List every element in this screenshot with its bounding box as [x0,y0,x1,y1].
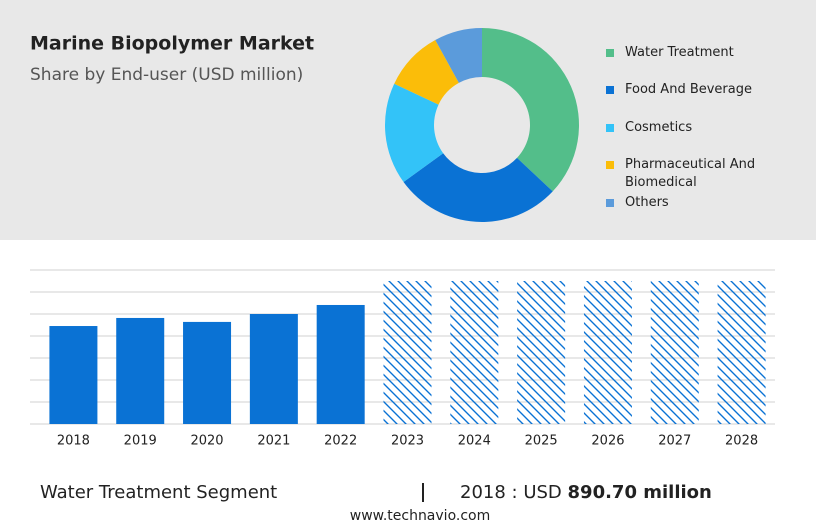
legend-swatch [606,199,614,207]
x-tick-label: 2025 [525,434,558,449]
chart-title: Marine Biopolymer Market [30,33,314,55]
donut-slice [403,153,553,222]
legend-swatch [606,86,614,94]
bar [116,317,165,424]
x-tick-label: 2028 [725,434,758,449]
x-tick-label: 2021 [257,434,290,449]
segment-label: Water Treatment Segment [40,482,277,503]
chart-subtitle: Share by End-user (USD million) [30,65,303,85]
donut-slice [482,28,579,192]
bar [316,304,365,424]
legend: Water Treatment Food And Beverage Cosmetic… [606,0,806,240]
x-tick-label: 2023 [391,434,424,449]
legend-label: Others [625,195,669,210]
x-tick-label: 2020 [190,434,223,449]
legend-swatch [606,124,614,132]
bar [583,281,632,424]
x-tick-label: 2027 [658,434,691,449]
highlight-value: 890.70 million [568,482,712,503]
bar [183,321,232,424]
donut-slice [385,83,444,183]
legend-label: Food And Beverage [625,82,752,97]
bar [450,281,499,424]
legend-label: Water Treatment [625,45,734,60]
x-tick-label: 2019 [124,434,157,449]
bar [249,314,298,424]
bar [49,326,98,424]
highlight: 2018 : USD 890.70 million [460,482,712,503]
legend-label: Pharmaceutical And Biomedical [625,157,756,190]
highlight-label: 2018 : USD [460,482,562,503]
donut-slice [394,39,459,105]
x-tick-label: 2026 [591,434,624,449]
legend-label: Cosmetics [625,120,693,135]
bar [717,281,766,424]
x-tick-label: 2024 [458,434,491,449]
bar [517,281,566,424]
website: www.technavio.com [350,508,491,524]
x-tick-label: 2018 [57,434,90,449]
x-tick-label: 2022 [324,434,357,449]
legend-swatch [606,161,614,169]
donut-slice [435,28,482,83]
bar [650,281,699,424]
legend-swatch [606,49,614,57]
bar [383,281,432,424]
